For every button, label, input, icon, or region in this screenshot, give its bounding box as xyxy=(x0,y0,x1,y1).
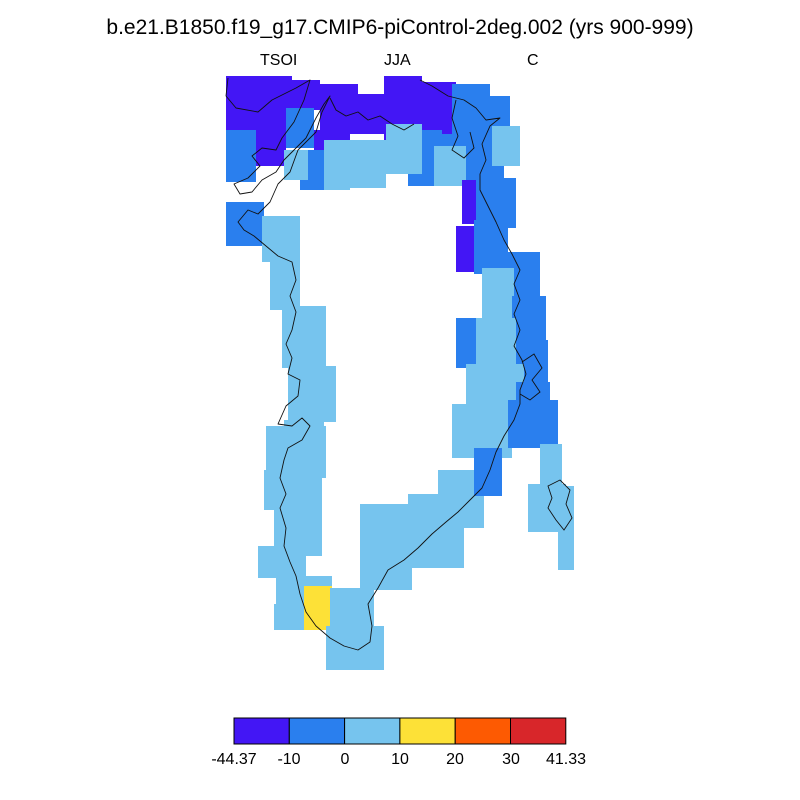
map-cell xyxy=(304,586,332,630)
map-cell xyxy=(258,546,306,578)
coastline xyxy=(225,77,527,651)
map-cell xyxy=(264,470,322,510)
map-cell xyxy=(270,260,300,310)
map-cell xyxy=(558,486,574,570)
colorbar-box xyxy=(344,717,401,745)
colorbar-label: 20 xyxy=(446,751,464,768)
map-cell xyxy=(266,426,326,478)
map-cell xyxy=(386,124,422,174)
map-cell xyxy=(346,140,386,188)
coastline-ne-fjord xyxy=(451,99,475,159)
map-cell xyxy=(476,318,516,368)
map-cell xyxy=(474,220,508,274)
subtitle-variable: TSOI xyxy=(260,52,298,69)
map-cell xyxy=(256,126,286,166)
subtitle-season: JJA xyxy=(384,52,411,69)
coastline-north-inlet xyxy=(329,97,415,131)
colorbar-label: 0 xyxy=(340,751,350,768)
map-cell xyxy=(492,126,520,166)
colorbar-box xyxy=(233,717,290,745)
map-cell xyxy=(330,588,374,630)
map-cell xyxy=(324,140,350,190)
colorbar xyxy=(233,717,567,745)
map-cell xyxy=(326,626,384,670)
figure-title: b.e21.B1850.f19_g17.CMIP6-piControl-2deg… xyxy=(106,16,694,39)
colorbar-label: -10 xyxy=(277,751,301,768)
map-cell xyxy=(456,226,474,272)
colorbar-label: 41.33 xyxy=(545,751,587,768)
map-cell xyxy=(540,444,562,496)
map-cell xyxy=(288,366,336,422)
map-cells xyxy=(226,76,574,670)
colorbar-label: 10 xyxy=(391,751,409,768)
colorbar-label: -44.37 xyxy=(211,751,257,768)
subtitle-units: C xyxy=(527,52,539,69)
colorbar-label: 30 xyxy=(502,751,520,768)
map-cell xyxy=(286,108,314,148)
map-cell xyxy=(262,216,300,262)
coastline-east-fjord xyxy=(519,353,543,401)
map-cell xyxy=(290,80,320,110)
map-cell xyxy=(226,76,264,134)
colorbar-box xyxy=(399,717,456,745)
map-cell xyxy=(360,504,412,590)
map-cell xyxy=(226,130,256,182)
map-cell xyxy=(320,84,358,134)
map-cell xyxy=(508,400,558,448)
colorbar-box xyxy=(288,717,346,745)
map-cell xyxy=(474,448,502,496)
colorbar-box xyxy=(510,717,567,745)
map-cell xyxy=(274,604,304,630)
map-cell xyxy=(462,180,480,224)
colorbar-box xyxy=(454,717,512,745)
map-cell xyxy=(476,178,516,228)
map-cell xyxy=(482,268,514,320)
coastline-east-islands xyxy=(547,479,573,531)
map-cell xyxy=(434,146,466,186)
